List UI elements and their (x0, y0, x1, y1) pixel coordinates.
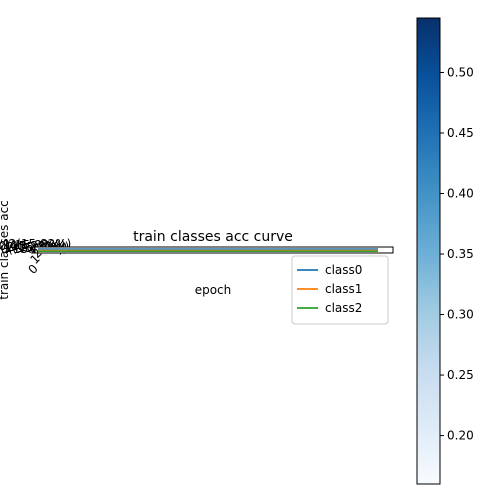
x-axis-label: epoch (195, 283, 232, 297)
colorbar-gradient (416, 17, 441, 485)
legend-box (291, 255, 389, 325)
legend-label-class1: class1 (325, 282, 362, 296)
colorbar-tick-label: 0.50 (447, 65, 474, 79)
colorbar-tick-label: 0.20 (447, 429, 474, 443)
colorbar-tick-label: 0.25 (447, 368, 474, 382)
colorbar: 0.20 0.25 0.30 0.35 0.40 0.45 0.50 (416, 17, 474, 485)
legend-label-class2: class2 (325, 301, 362, 315)
colorbar-tick-label: 0.35 (447, 247, 474, 261)
legend: class0 class1 class2 (291, 255, 389, 325)
series-lines (38, 248, 378, 252)
y-axis-label: train classes acc (0, 200, 11, 300)
chart-title: train classes acc curve (133, 229, 293, 245)
colorbar-tick-label: 0.30 (447, 308, 474, 322)
colorbar-tick-label: 0.40 (447, 187, 474, 201)
legend-label-class0: class0 (325, 263, 362, 277)
colorbar-tick-label: 0.45 (447, 126, 474, 140)
y-tick-marks (31, 248, 35, 254)
